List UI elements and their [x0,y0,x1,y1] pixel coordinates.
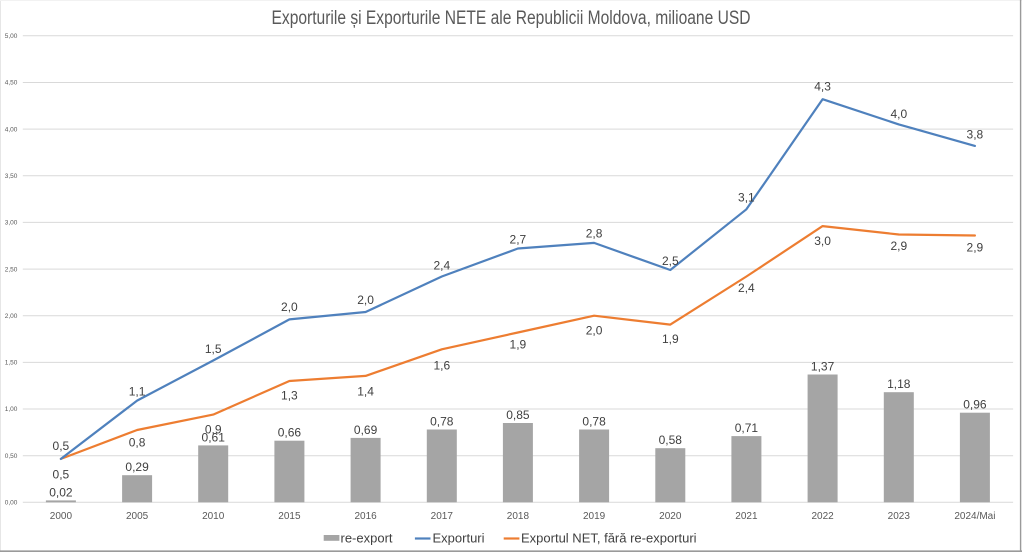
svg-text:2019: 2019 [583,511,606,522]
svg-text:0,61: 0,61 [202,430,226,444]
svg-text:0,66: 0,66 [278,426,302,440]
svg-text:1,00: 1,00 [5,406,18,413]
svg-text:Exporturile și Exporturile NET: Exporturile și Exporturile NETE ale Repu… [272,8,751,29]
svg-text:1,9: 1,9 [510,338,527,352]
svg-text:0,5: 0,5 [53,439,70,453]
svg-text:2010: 2010 [202,511,225,522]
svg-text:2020: 2020 [659,511,682,522]
svg-text:3,50: 3,50 [5,173,18,180]
svg-text:2016: 2016 [354,511,377,522]
svg-text:0,78: 0,78 [582,415,606,429]
svg-text:Exportul NET, fără re-exportur: Exportul NET, fără re-exporturi [521,530,697,545]
svg-text:2022: 2022 [811,511,834,522]
svg-text:0,96: 0,96 [963,398,987,412]
svg-text:2015: 2015 [278,511,301,522]
svg-text:0,00: 0,00 [5,500,18,507]
svg-text:0,9: 0,9 [205,423,222,437]
svg-text:2018: 2018 [507,511,530,522]
svg-text:2,0: 2,0 [586,324,603,338]
svg-text:2,4: 2,4 [433,259,450,273]
svg-text:1,18: 1,18 [887,377,911,391]
svg-text:4,50: 4,50 [5,80,18,87]
svg-text:2000: 2000 [50,511,73,522]
svg-text:1,6: 1,6 [433,359,450,373]
svg-text:3,8: 3,8 [967,128,984,142]
svg-text:0,71: 0,71 [735,421,759,435]
svg-text:3,0: 3,0 [814,234,831,248]
svg-text:1,50: 1,50 [5,360,18,367]
svg-text:2023: 2023 [888,511,911,522]
svg-text:1,9: 1,9 [662,332,679,346]
svg-text:1,1: 1,1 [129,385,146,399]
svg-text:2,0: 2,0 [281,300,298,314]
svg-text:2017: 2017 [431,511,454,522]
svg-text:0,69: 0,69 [354,423,378,437]
svg-text:2021: 2021 [735,511,758,522]
svg-text:2,50: 2,50 [5,266,18,273]
svg-text:1,3: 1,3 [281,389,298,403]
svg-text:5,00: 5,00 [5,33,18,40]
svg-text:0,8: 0,8 [129,436,146,450]
svg-text:2,8: 2,8 [586,227,603,241]
svg-text:0,78: 0,78 [430,415,454,429]
svg-text:3,00: 3,00 [5,220,18,227]
svg-text:0,50: 0,50 [5,453,18,460]
svg-text:4,0: 4,0 [890,107,907,121]
svg-text:2,00: 2,00 [5,313,18,320]
svg-text:2,0: 2,0 [357,293,374,307]
svg-text:2024/Mai: 2024/Mai [954,511,995,522]
svg-text:2,9: 2,9 [967,241,984,255]
svg-text:Exporturi: Exporturi [433,530,485,545]
svg-text:2,4: 2,4 [738,281,755,295]
svg-text:2,9: 2,9 [890,239,907,253]
svg-text:1,37: 1,37 [811,360,835,374]
svg-text:0,29: 0,29 [125,460,149,474]
svg-text:0,5: 0,5 [53,468,70,482]
svg-text:2,5: 2,5 [662,254,679,268]
svg-text:0,02: 0,02 [49,485,73,499]
svg-text:2,7: 2,7 [510,233,527,247]
svg-text:4,3: 4,3 [814,80,831,94]
svg-text:1,5: 1,5 [205,342,222,356]
svg-text:0,58: 0,58 [659,433,683,447]
svg-text:3,1: 3,1 [738,191,755,205]
svg-text:4,00: 4,00 [5,126,18,133]
svg-text:re-export: re-export [341,530,393,545]
svg-text:0,85: 0,85 [506,408,530,422]
svg-text:1,4: 1,4 [357,385,374,399]
svg-text:2005: 2005 [126,511,149,522]
